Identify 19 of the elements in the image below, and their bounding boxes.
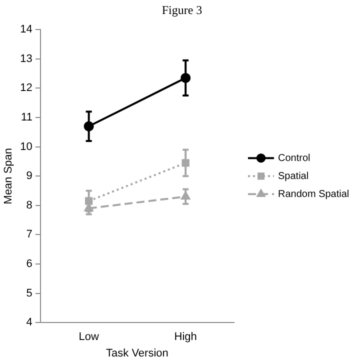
y-tick-label: 11: [21, 112, 32, 124]
y-axis-title: Mean Span: [2, 148, 15, 204]
y-tick-label: 5: [26, 287, 32, 300]
x-tick-label: High: [174, 331, 197, 344]
legend-label: Control: [278, 152, 310, 164]
y-tick-label: 12: [20, 82, 32, 94]
y-tick-label: 13: [20, 52, 32, 65]
y-tick-label: 14: [20, 24, 32, 36]
legend-label: Spatial: [278, 170, 309, 182]
y-tick-label: 7: [26, 228, 32, 241]
x-tick-label: Low: [78, 331, 99, 344]
legend-label: Random Spatial: [278, 188, 350, 200]
y-tick-label: 10: [20, 140, 32, 153]
y-tick-label: 8: [26, 199, 32, 212]
y-tick-label: 4: [26, 316, 32, 329]
chart-title: Figure 3: [160, 2, 204, 19]
y-tick-label: 6: [26, 258, 32, 270]
y-tick-label: 9: [26, 170, 32, 182]
x-axis-title: Task Version: [106, 347, 168, 360]
